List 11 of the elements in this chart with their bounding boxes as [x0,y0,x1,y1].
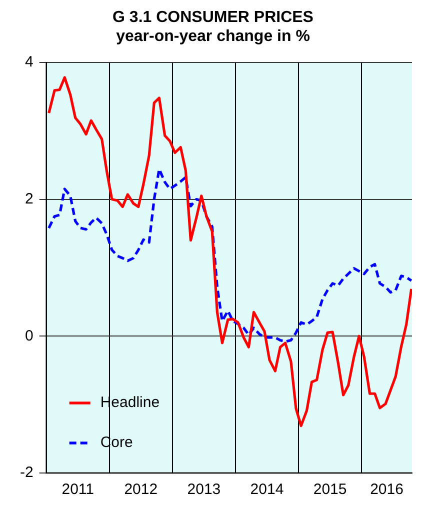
chart-title: G 3.1 CONSUMER PRICES year-on-year change in % [112,9,314,46]
x-tick-label: 2015 [313,481,347,498]
x-tick-label: 2014 [250,481,284,498]
y-tick-label: 4 [24,54,34,71]
y-tick-label: 0 [24,327,34,344]
x-tick-label: 2011 [62,481,94,498]
x-tick-label: 2012 [124,481,158,498]
x-tick-label: 2013 [187,481,221,498]
y-tick-label: -2 [20,464,34,482]
y-tick-label: 2 [24,190,34,208]
x-tick-label: 2016 [370,481,404,498]
